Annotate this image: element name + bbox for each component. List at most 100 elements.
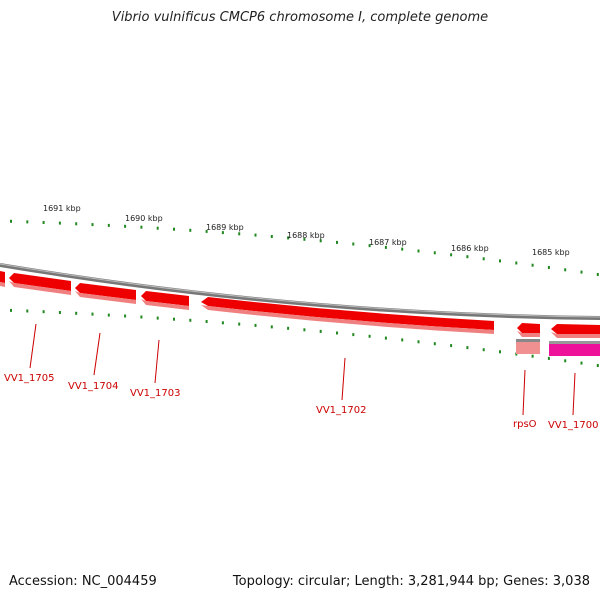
minor-tick bbox=[580, 270, 583, 274]
gene-arrow-vv1-1700 bbox=[549, 324, 600, 356]
minor-tick bbox=[205, 320, 208, 323]
outer-tick-ruler bbox=[10, 219, 599, 276]
genome-summary: Topology: circular; Length: 3,281,944 bp… bbox=[232, 574, 590, 589]
minor-tick bbox=[401, 247, 404, 251]
tick-label-1687: 1687 kbp bbox=[369, 238, 407, 247]
minor-tick bbox=[75, 222, 78, 226]
minor-tick bbox=[303, 237, 306, 241]
minor-tick bbox=[189, 318, 192, 322]
minor-tick bbox=[221, 321, 224, 325]
minor-tick bbox=[384, 245, 387, 249]
gene-arrow-rpso bbox=[516, 323, 540, 354]
gene-label-vv1-1705: VV1_1705 bbox=[4, 373, 55, 384]
gene-arrow-vv1-1703 bbox=[141, 291, 189, 310]
minor-tick bbox=[531, 354, 534, 358]
minor-tick bbox=[205, 229, 208, 233]
label-leaders bbox=[29, 323, 576, 416]
tick-label-1688: 1688 kbp bbox=[287, 231, 325, 240]
minor-tick bbox=[401, 338, 404, 342]
tick-label-1690: 1690 kbp bbox=[125, 214, 163, 223]
gene-label-vv1-1704: VV1_1704 bbox=[68, 381, 119, 392]
minor-tick bbox=[124, 314, 127, 318]
tick-label-1686: 1686 kbp bbox=[451, 244, 489, 253]
minor-tick bbox=[466, 346, 469, 350]
minor-tick bbox=[319, 329, 322, 333]
minor-tick bbox=[368, 244, 371, 248]
minor-tick bbox=[515, 261, 518, 265]
minor-tick bbox=[287, 326, 290, 330]
cds-feature-vv1-1700 bbox=[549, 343, 600, 356]
minor-tick bbox=[124, 224, 127, 228]
minor-tick bbox=[482, 348, 485, 352]
gene-arrow-vv1-1702 bbox=[201, 297, 494, 334]
minor-tick bbox=[270, 235, 273, 238]
minor-tick bbox=[547, 266, 550, 269]
minor-tick bbox=[26, 309, 29, 313]
gene-arrow-vv1-1704 bbox=[75, 283, 136, 304]
gene-labels: VV1_1705 VV1_1704 VV1_1703 VV1_1702 rpsO… bbox=[4, 373, 599, 431]
accession-label: Accession: NC_004459 bbox=[9, 574, 157, 589]
minor-tick bbox=[42, 310, 45, 314]
minor-tick bbox=[287, 236, 290, 240]
minor-tick bbox=[238, 322, 241, 326]
gene-arrow-edge bbox=[0, 271, 5, 287]
minor-tick bbox=[580, 361, 583, 365]
tick-label-1689: 1689 kbp bbox=[206, 223, 244, 232]
minor-tick bbox=[10, 308, 12, 312]
minor-tick bbox=[352, 242, 355, 246]
minor-tick bbox=[42, 221, 45, 224]
gene-label-vv1-1700: VV1_1700 bbox=[548, 420, 599, 431]
minor-tick bbox=[531, 263, 534, 267]
gene-label-vv1-1702: VV1_1702 bbox=[316, 405, 367, 416]
minor-tick bbox=[270, 325, 273, 329]
gene-arrow-vv1-1705 bbox=[9, 273, 71, 295]
minor-tick bbox=[254, 323, 257, 327]
gene-features bbox=[0, 271, 600, 356]
tick-label-1691: 1691 kbp bbox=[43, 204, 81, 213]
minor-tick bbox=[140, 315, 143, 319]
minor-tick bbox=[433, 251, 436, 255]
tick-labels: 1691 kbp 1690 kbp 1689 kbp 1688 kbp 1687… bbox=[43, 204, 570, 257]
minor-tick bbox=[140, 225, 143, 229]
minor-tick bbox=[368, 334, 371, 338]
minor-tick bbox=[75, 311, 78, 315]
minor-tick bbox=[303, 328, 306, 332]
chromosome-backbone bbox=[0, 263, 600, 320]
minor-tick bbox=[91, 223, 94, 227]
minor-tick bbox=[547, 356, 550, 360]
minor-tick bbox=[156, 226, 159, 230]
minor-tick bbox=[482, 257, 485, 261]
minor-tick bbox=[254, 233, 257, 237]
minor-tick bbox=[564, 359, 567, 363]
inner-tick-ruler bbox=[10, 308, 599, 367]
minor-tick bbox=[433, 342, 436, 346]
chromosome-backbone-highlight bbox=[0, 263, 600, 318]
minor-tick bbox=[26, 220, 29, 224]
minor-tick bbox=[336, 331, 338, 335]
minor-tick bbox=[189, 228, 192, 232]
minor-tick bbox=[10, 219, 12, 223]
minor-tick bbox=[58, 311, 61, 314]
map-title: Vibrio vulnificus CMCP6 chromosome I, co… bbox=[111, 10, 489, 25]
minor-tick bbox=[466, 255, 469, 259]
gene-label-vv1-1703: VV1_1703 bbox=[130, 388, 181, 399]
minor-tick bbox=[107, 313, 110, 317]
minor-tick bbox=[173, 227, 175, 231]
minor-tick bbox=[564, 268, 567, 272]
minor-tick bbox=[596, 364, 599, 367]
minor-tick bbox=[238, 232, 241, 236]
minor-tick bbox=[450, 253, 453, 257]
minor-tick bbox=[58, 221, 61, 225]
gene-label-rpso: rpsO bbox=[513, 419, 537, 430]
minor-tick bbox=[319, 239, 322, 243]
tick-label-1685: 1685 kbp bbox=[532, 248, 570, 257]
minor-tick bbox=[499, 259, 501, 263]
minor-tick bbox=[499, 350, 501, 354]
minor-tick bbox=[107, 223, 110, 227]
minor-tick bbox=[384, 336, 387, 340]
minor-tick bbox=[417, 249, 420, 253]
minor-tick bbox=[173, 317, 175, 321]
minor-tick bbox=[221, 231, 224, 235]
minor-tick bbox=[450, 344, 453, 348]
minor-tick bbox=[417, 340, 420, 344]
